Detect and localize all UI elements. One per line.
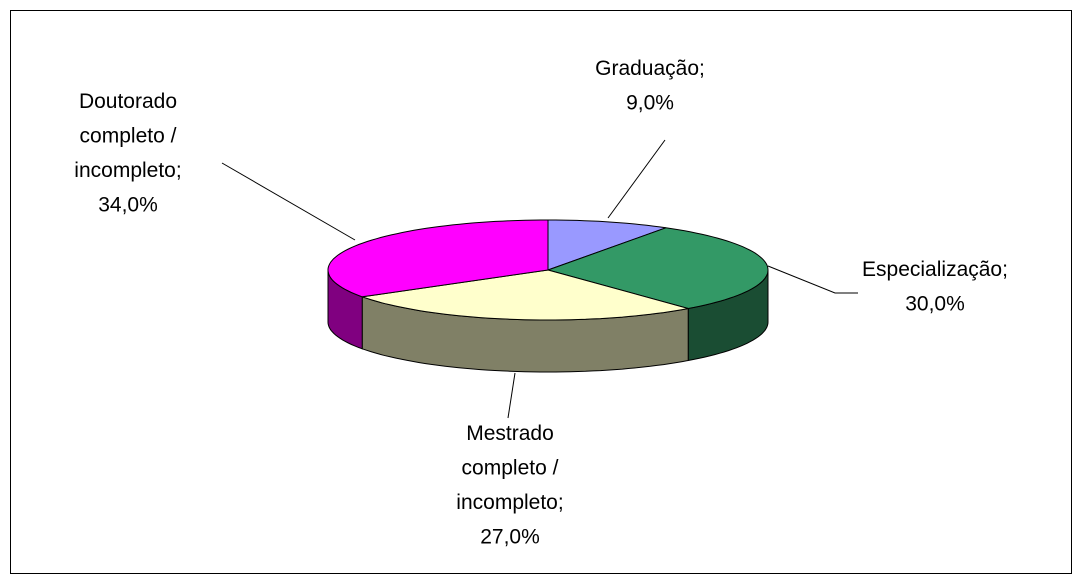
value-label: 27,0%	[480, 526, 540, 549]
slice-label: Mestrado completo / incompleto;	[456, 422, 563, 514]
pie-slice	[546, 227, 769, 310]
pie-slice	[547, 219, 667, 271]
slice-label: Graduação;	[595, 57, 705, 80]
leader-line	[507, 372, 516, 419]
pie-slice	[362, 269, 689, 321]
pie-slice	[327, 219, 549, 298]
value-label: 30,0%	[905, 293, 965, 316]
leader-line	[221, 162, 356, 241]
slice-label: Especialização;	[862, 258, 1008, 281]
value-label: 34,0%	[98, 194, 158, 217]
leader-line	[767, 265, 858, 294]
slice-label: Doutorado completo / incompleto;	[74, 90, 181, 182]
leader-line	[607, 139, 666, 219]
value-label: 9,0%	[626, 92, 674, 115]
